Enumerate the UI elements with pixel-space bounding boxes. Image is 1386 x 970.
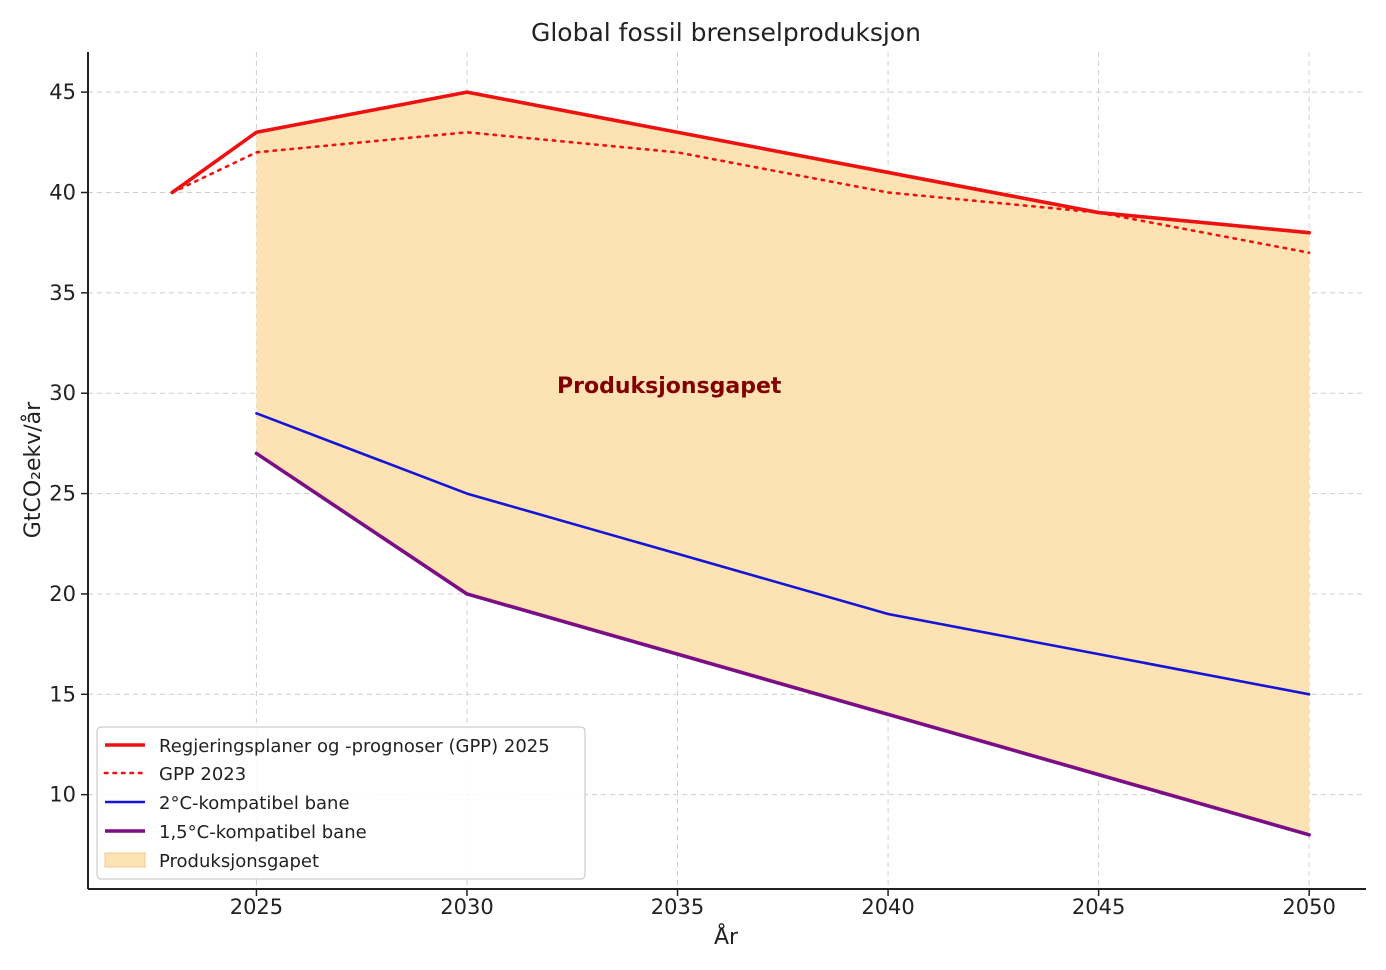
production-gap-fill [256, 92, 1310, 835]
series-lines [170, 90, 1311, 837]
fill-area [256, 92, 1310, 835]
legend-box [96, 726, 586, 880]
y-tick-label: 20 [49, 582, 76, 606]
axes [87, 52, 1366, 890]
y-tick-label: 30 [49, 381, 76, 405]
y-tick-label: 10 [49, 783, 76, 807]
x-tick-label: 2050 [1282, 895, 1335, 919]
legend: Regjeringsplaner og -prognoser (GPP) 202… [96, 726, 586, 880]
x-tick-label: 2030 [440, 895, 493, 919]
x-tick-label: 2035 [651, 895, 704, 919]
y-tick-label: 25 [49, 482, 76, 506]
legend-label: GPP 2023 [159, 764, 246, 785]
x-tick-label: 2040 [861, 895, 914, 919]
y-tick-label: 15 [49, 682, 76, 706]
x-ticks: 2025 2030 2035 2040 2045 2050 [230, 889, 1336, 919]
series-gpp-2023-line [170, 130, 1311, 255]
chart-title: Global fossil brenselproduksjon [531, 18, 921, 47]
legend-label: 2°C-kompatibel bane [159, 793, 350, 814]
legend-swatch-fill [104, 852, 146, 868]
legend-label: 1,5°C-kompatibel bane [159, 822, 367, 843]
x-axis-label: År [714, 923, 739, 950]
y-ticks: 10 15 20 25 30 35 40 45 [49, 80, 88, 807]
y-tick-label: 35 [49, 281, 76, 305]
x-tick-label: 2045 [1072, 895, 1125, 919]
y-axis-label: GtCO₂ekv/år [20, 401, 46, 538]
x-tick-label: 2025 [230, 895, 283, 919]
legend-label: Produksjonsgapet [159, 851, 319, 872]
series-15c-line [254, 451, 1311, 837]
series-gpp-2025-line [170, 90, 1311, 235]
gap-annotation: Produksjonsgapet [557, 374, 782, 399]
y-tick-label: 45 [49, 80, 76, 104]
series-2c-line [255, 411, 1311, 696]
y-tick-label: 40 [49, 181, 76, 205]
legend-label: Regjeringsplaner og -prognoser (GPP) 202… [159, 736, 550, 757]
